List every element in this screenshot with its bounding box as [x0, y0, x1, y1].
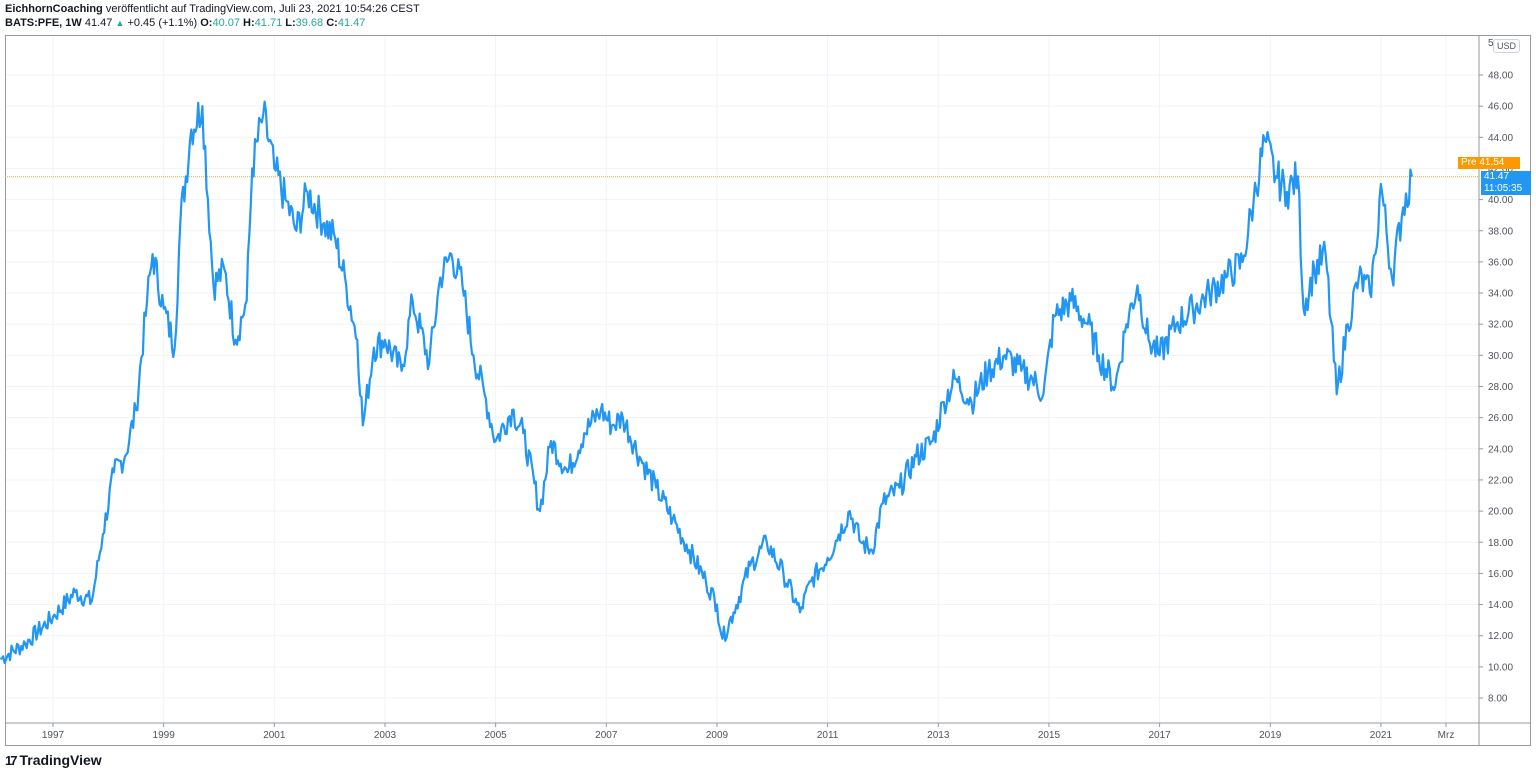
high-value: 41.71 [254, 17, 283, 29]
svg-text:Mrz: Mrz [1438, 730, 1455, 741]
publish-info: veröffentlicht auf TradingView.com, Juli… [105, 3, 420, 15]
time-scale[interactable]: 1997 1999 2001 2003 2005 2007 2009 2011 2013 2015… [42, 723, 1454, 741]
price-scale[interactable]: 8.00 10.00 12.00 14.00 16.00 18.00 20.00 22.00 2… [1479, 38, 1513, 705]
svg-text:2011: 2011 [817, 730, 839, 741]
chart-header: EichhornCoaching veröffentlicht auf Trad… [5, 2, 420, 30]
last-price: 41.47 [84, 17, 113, 29]
svg-text:2019: 2019 [1259, 730, 1282, 741]
svg-text:22.00: 22.00 [1488, 475, 1513, 486]
svg-text:32.00: 32.00 [1488, 320, 1513, 331]
close-label: C: [326, 17, 338, 29]
publish-line: EichhornCoaching veröffentlicht auf Trad… [5, 2, 420, 16]
svg-text:2017: 2017 [1148, 730, 1171, 741]
brand-name: TradingView [19, 752, 102, 768]
svg-text:2021: 2021 [1370, 730, 1393, 741]
bar-countdown: 11:05:35 [1484, 183, 1523, 194]
svg-text:20.00: 20.00 [1488, 507, 1513, 518]
svg-text:2013: 2013 [927, 730, 950, 741]
ohlc-legend: BATS:PFE, 1W 41.47 ▲ +0.45 (+1.1%) O:40.… [5, 16, 420, 30]
svg-text:30.00: 30.00 [1488, 351, 1513, 362]
low-value: 39.68 [295, 17, 324, 29]
svg-text:24.00: 24.00 [1488, 444, 1513, 455]
price-change: +0.45 (+1.1%) [127, 17, 198, 29]
high-label: H: [243, 17, 255, 29]
svg-text:28.00: 28.00 [1488, 382, 1513, 393]
svg-text:40.00: 40.00 [1488, 195, 1513, 206]
svg-text:2005: 2005 [485, 730, 508, 741]
svg-text:34.00: 34.00 [1488, 289, 1513, 300]
currency-label[interactable]: USD [1493, 39, 1521, 53]
tradingview-logo[interactable]: 17 TradingView [5, 752, 102, 768]
svg-text:2015: 2015 [1038, 730, 1061, 741]
grid-lines [6, 36, 1479, 723]
svg-text:14.00: 14.00 [1488, 600, 1513, 611]
svg-text:26.00: 26.00 [1488, 413, 1513, 424]
svg-text:42.00: 42.00 [1488, 164, 1513, 175]
svg-text:12.00: 12.00 [1488, 631, 1513, 642]
svg-text:16.00: 16.00 [1488, 569, 1513, 580]
svg-text:1999: 1999 [153, 730, 176, 741]
svg-text:1997: 1997 [42, 730, 65, 741]
svg-text:2007: 2007 [595, 730, 618, 741]
svg-text:8.00: 8.00 [1488, 694, 1508, 705]
svg-text:2009: 2009 [706, 730, 729, 741]
premarket-price-tag: Pre 41.54 [1458, 157, 1520, 169]
svg-text:36.00: 36.00 [1488, 257, 1513, 268]
last-price-value: 41.47 [1484, 171, 1510, 182]
up-arrow-icon: ▲ [115, 18, 125, 28]
open-label: O: [200, 17, 213, 29]
tradingview-logo-icon: 17 [5, 752, 18, 768]
svg-text:2003: 2003 [374, 730, 397, 741]
svg-text:18.00: 18.00 [1488, 538, 1513, 549]
low-label: L: [285, 17, 296, 29]
svg-text:2001: 2001 [263, 730, 286, 741]
close-value: 41.47 [337, 17, 366, 29]
price-line [0, 100, 1413, 665]
symbol-label[interactable]: BATS:PFE, 1W [5, 17, 82, 29]
author-name[interactable]: EichhornCoaching [5, 3, 103, 15]
chart-frame [5, 35, 1531, 746]
svg-text:48.00: 48.00 [1488, 71, 1513, 82]
svg-text:44.00: 44.00 [1488, 133, 1513, 144]
svg-text:38.00: 38.00 [1488, 226, 1513, 237]
svg-text:10.00: 10.00 [1488, 662, 1513, 673]
last-price-tag: 41.47 11:05:35 [1481, 171, 1531, 195]
svg-text:46.00: 46.00 [1488, 102, 1513, 113]
open-value: 40.07 [212, 17, 240, 29]
